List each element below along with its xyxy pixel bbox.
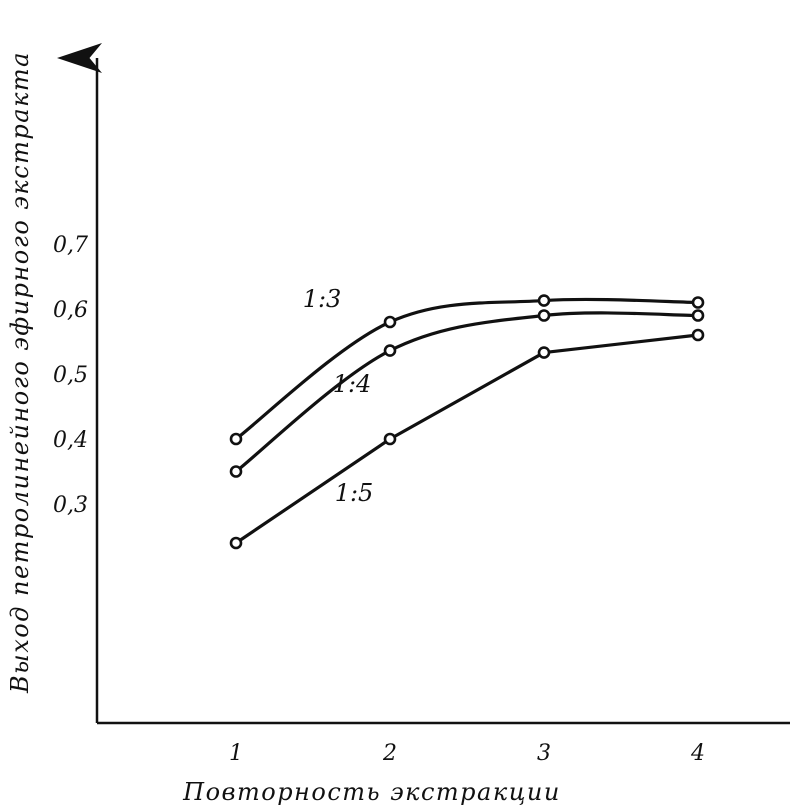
series-label-1-5: 1:5 [335,479,374,507]
data-point-1-4 [539,311,549,321]
y-axis-title: Выход петролинейного эфирного экстракта [6,51,34,694]
x-tick-label: 4 [690,741,705,766]
y-tick-label: 0,5 [53,363,88,388]
data-point-1-3 [539,296,549,306]
series-line-1-3 [236,299,698,439]
data-point-1-3 [231,434,241,444]
x-axis-title: Повторность экстракции [182,778,561,806]
data-point-1-5 [539,348,549,358]
series-line-1-4 [236,313,698,472]
data-point-1-4 [385,346,395,356]
data-point-1-4 [693,311,703,321]
y-tick-label: 0,6 [53,298,88,323]
series-line-1-5 [236,335,698,543]
data-point-1-3 [693,298,703,308]
y-tick-label: 0,3 [53,493,88,518]
x-tick-label: 1 [229,741,243,766]
y-tick-label: 0,4 [53,428,88,453]
data-point-1-5 [693,330,703,340]
x-tick-label: 2 [382,741,397,766]
y-tick-label: 0,7 [53,233,88,258]
x-tick-label: 3 [537,741,551,766]
series-label-1-3: 1:3 [303,285,342,313]
series-label-1-4: 1:4 [333,370,372,398]
data-point-1-5 [385,434,395,444]
data-point-1-5 [231,538,241,548]
data-point-1-3 [385,317,395,327]
data-point-1-4 [231,467,241,477]
